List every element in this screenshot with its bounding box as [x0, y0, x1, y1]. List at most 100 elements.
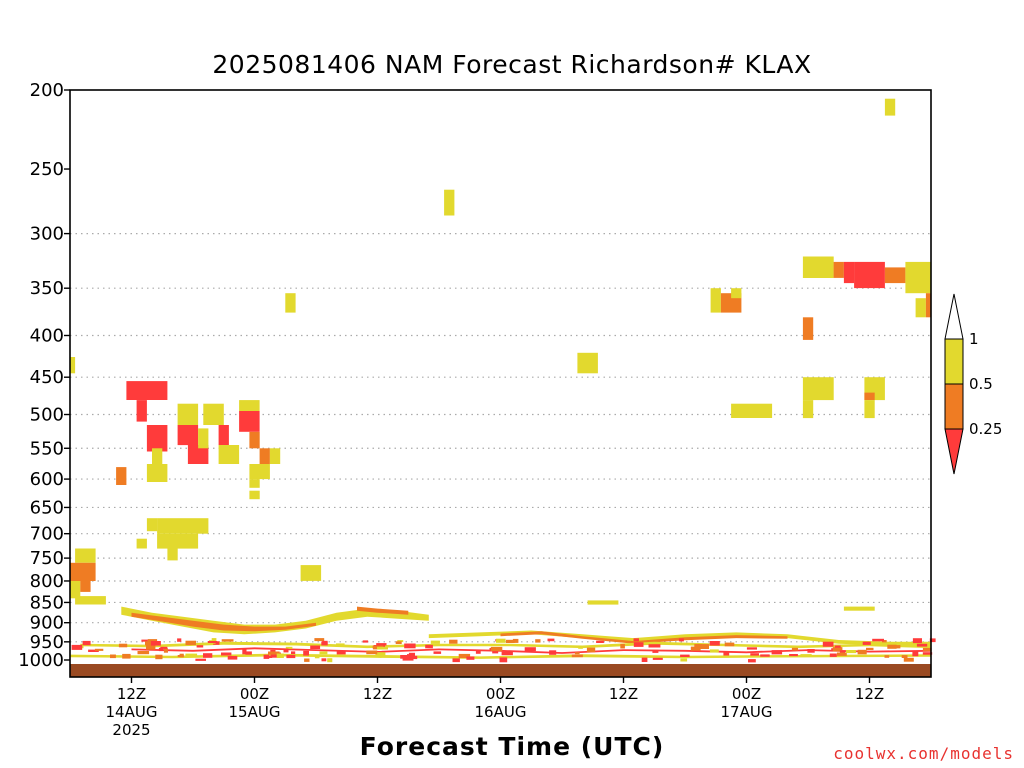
ri-speckle-133 — [366, 650, 378, 655]
x-tick-label-3-1: 16AUG — [475, 703, 527, 721]
ri-speckle-126 — [377, 646, 388, 650]
y-tick-label-500: 500 — [30, 405, 64, 426]
colorbar-label-1: 0.5 — [969, 375, 993, 393]
ri-speckle-45 — [285, 646, 293, 649]
ri-speckle-144 — [319, 651, 328, 655]
ri-cell-6 — [116, 467, 127, 485]
ri-cell-56 — [843, 606, 875, 611]
ri-speckle-148 — [304, 658, 310, 662]
ri-speckle-36 — [449, 639, 458, 644]
ri-speckle-84 — [901, 655, 908, 658]
ri-speckle-96 — [887, 644, 897, 649]
ri-speckle-30 — [141, 639, 148, 642]
ri-cell-26 — [152, 448, 163, 464]
ri-speckle-74 — [196, 645, 204, 648]
ri-speckle-149 — [694, 644, 703, 649]
ri-cell-45 — [854, 261, 885, 289]
ri-speckle-15 — [903, 657, 914, 662]
ri-speckle-35 — [857, 649, 867, 655]
ri-speckle-21 — [203, 653, 213, 658]
colorbar-label-0: 1 — [969, 330, 979, 348]
ri-speckle-34 — [832, 647, 843, 652]
ri-speckle-10 — [723, 652, 730, 656]
x-tick-label-2-0: 12Z — [363, 685, 392, 703]
ri-cell-42 — [802, 256, 834, 278]
ri-cell-10 — [177, 403, 199, 425]
ri-speckle-70 — [327, 658, 333, 663]
ri-speckle-4 — [221, 639, 234, 642]
ri-speckle-5 — [452, 658, 460, 663]
ri-speckle-114 — [375, 652, 386, 657]
ri-speckle-141 — [872, 638, 884, 642]
ri-speckle-50 — [268, 651, 280, 655]
ri-band-0 — [121, 606, 429, 635]
ri-cell-20 — [259, 448, 270, 464]
ri-speckle-26 — [211, 638, 217, 642]
ground-surface — [70, 664, 931, 677]
ri-cell-25 — [146, 464, 168, 482]
x-tick-label-3-0: 00Z — [486, 685, 515, 703]
ri-speckle-82 — [94, 648, 104, 651]
ri-speckle-71 — [678, 638, 684, 642]
ri-speckle-139 — [433, 651, 442, 654]
ri-cell-46 — [884, 267, 906, 284]
ri-speckle-92 — [633, 638, 639, 642]
ri-speckle-117 — [916, 643, 928, 647]
ri-speckle-119 — [185, 640, 196, 646]
ri-speckle-80 — [158, 647, 164, 652]
ri-speckle-54 — [750, 653, 759, 656]
ri-speckle-127 — [195, 658, 206, 661]
ri-speckle-33 — [499, 657, 508, 663]
ri-speckle-42 — [270, 653, 282, 658]
ri-speckle-130 — [760, 654, 770, 657]
ri-speckle-0 — [492, 650, 499, 654]
ri-speckle-87 — [578, 645, 583, 649]
ri-cell-43 — [833, 261, 844, 278]
x-tick-label-6-0: 12Z — [855, 685, 884, 703]
ri-cell-29 — [157, 518, 209, 534]
ri-speckle-122 — [245, 651, 252, 655]
y-tick-label-700: 700 — [30, 524, 64, 545]
ri-speckle-48 — [179, 653, 184, 658]
ri-cell-36 — [587, 600, 619, 605]
ri-speckle-49 — [310, 645, 321, 649]
ri-cell-44 — [843, 261, 855, 284]
ri-speckle-57 — [709, 649, 719, 653]
ri-cell-30 — [157, 533, 199, 549]
ri-speckle-67 — [822, 641, 834, 647]
ri-speckle-78 — [466, 656, 475, 660]
colorbar-cap-low — [944, 428, 964, 475]
ri-cell-50 — [884, 98, 896, 116]
ri-cell-18 — [239, 411, 260, 432]
ri-speckle-22 — [267, 655, 273, 658]
ri-cell-14 — [203, 403, 224, 425]
ri-speckle-69 — [336, 651, 346, 655]
colorbar-legend: 1 0.5 0.25 — [944, 293, 1002, 475]
colorbar-bin-0 — [944, 338, 964, 385]
ri-speckle-68 — [800, 654, 812, 657]
ri-speckle-81 — [314, 638, 325, 642]
x-tick-label-4-0: 12Z — [609, 685, 638, 703]
ri-speckle-86 — [400, 655, 411, 659]
ri-speckle-111 — [501, 651, 513, 656]
ri-speckle-138 — [155, 654, 163, 660]
ri-cell-3 — [70, 581, 81, 599]
ri-speckle-19 — [922, 647, 932, 652]
y-tick-label-750: 750 — [30, 548, 64, 569]
ri-speckle-75 — [425, 644, 433, 649]
ri-speckle-39 — [922, 652, 933, 655]
ri-speckle-64 — [574, 652, 580, 655]
ri-cell-35 — [577, 352, 598, 374]
ri-speckle-32 — [524, 647, 536, 652]
ri-speckle-134 — [321, 641, 328, 646]
ri-speckle-100 — [404, 643, 416, 649]
ri-cell-37 — [710, 288, 721, 313]
ri-speckle-131 — [699, 644, 709, 649]
ri-cell-27 — [136, 538, 147, 549]
chart-title: 2025081406 NAM Forecast Richardson# KLAX — [212, 50, 812, 79]
ri-cell-41 — [802, 317, 814, 340]
ri-cell-21 — [269, 448, 281, 464]
ri-cell-31 — [167, 548, 178, 561]
ri-speckle-104 — [789, 654, 798, 657]
ri-cell-12 — [187, 445, 209, 464]
